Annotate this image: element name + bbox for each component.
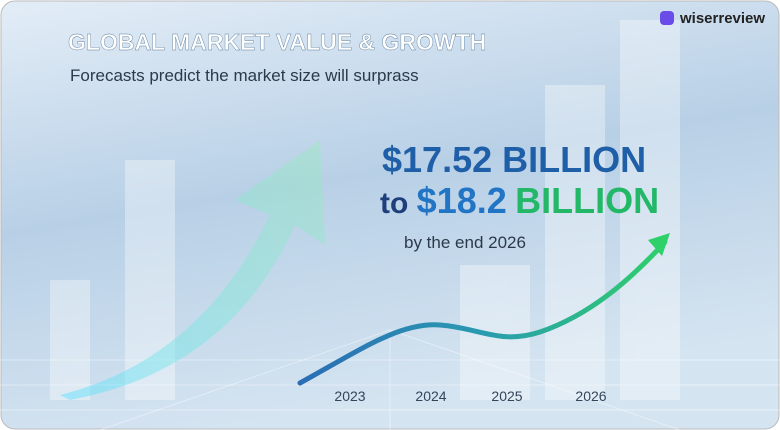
- subtitle: Forecasts predict the market size will s…: [70, 66, 419, 85]
- brand-icon: [660, 11, 674, 25]
- headline-prefix: to: [380, 187, 408, 220]
- year-label: 2023: [334, 388, 365, 404]
- note: by the end 2026: [404, 233, 526, 252]
- year-label: 2025: [491, 388, 522, 404]
- headline-line1: $17.52 BILLION: [382, 139, 646, 180]
- growth-curve: [297, 239, 668, 386]
- brand: wiserreview: [679, 10, 765, 27]
- headline-value: $18.2: [417, 180, 507, 221]
- decor-arrow: [60, 140, 325, 400]
- curve-arrowhead: [648, 233, 670, 256]
- year-labels: 2023 2024 2025 2026: [334, 388, 606, 404]
- headline-unit: BILLION: [515, 180, 659, 221]
- title: GLOBAL MARKET VALUE & GROWTH: [68, 29, 486, 55]
- floor-grid: [0, 329, 780, 430]
- year-label: 2026: [575, 388, 606, 404]
- decor-bars: [50, 20, 680, 400]
- headline-line2: to $18.2 BILLION: [380, 180, 659, 221]
- year-label: 2024: [415, 388, 446, 404]
